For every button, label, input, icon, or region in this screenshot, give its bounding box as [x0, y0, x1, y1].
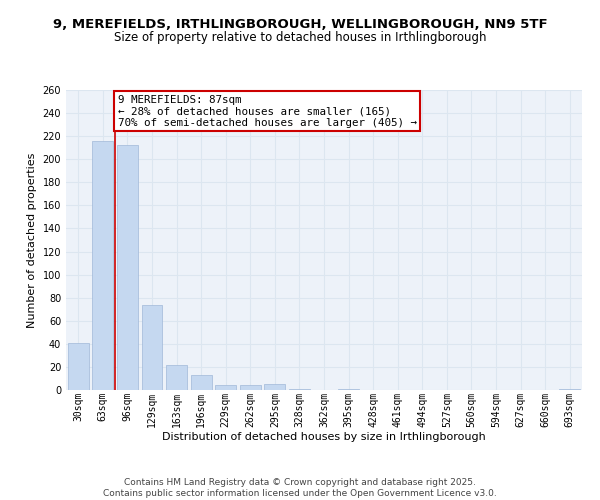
- Bar: [265, 384, 286, 390]
- Y-axis label: Number of detached properties: Number of detached properties: [27, 152, 37, 328]
- Bar: [215, 386, 236, 390]
- X-axis label: Distribution of detached houses by size in Irthlingborough: Distribution of detached houses by size …: [162, 432, 486, 442]
- Text: Contains HM Land Registry data © Crown copyright and database right 2025.
Contai: Contains HM Land Registry data © Crown c…: [103, 478, 497, 498]
- Bar: [117, 146, 138, 390]
- Bar: [166, 364, 187, 390]
- Bar: [338, 389, 359, 390]
- Bar: [559, 389, 580, 390]
- Bar: [68, 342, 89, 390]
- Text: 9 MEREFIELDS: 87sqm
← 28% of detached houses are smaller (165)
70% of semi-detac: 9 MEREFIELDS: 87sqm ← 28% of detached ho…: [118, 94, 416, 128]
- Bar: [289, 389, 310, 390]
- Bar: [92, 141, 113, 390]
- Bar: [142, 304, 163, 390]
- Text: 9, MEREFIELDS, IRTHLINGBOROUGH, WELLINGBOROUGH, NN9 5TF: 9, MEREFIELDS, IRTHLINGBOROUGH, WELLINGB…: [53, 18, 547, 30]
- Text: Size of property relative to detached houses in Irthlingborough: Size of property relative to detached ho…: [114, 32, 486, 44]
- Bar: [191, 375, 212, 390]
- Bar: [240, 386, 261, 390]
